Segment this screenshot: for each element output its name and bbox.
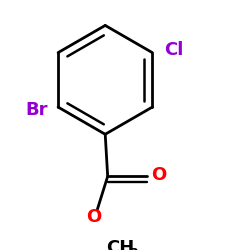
Text: Cl: Cl xyxy=(164,41,183,59)
Text: CH: CH xyxy=(106,239,134,250)
Text: 3: 3 xyxy=(129,246,138,250)
Text: Br: Br xyxy=(26,100,48,118)
Text: O: O xyxy=(151,166,166,184)
Text: O: O xyxy=(86,208,102,226)
